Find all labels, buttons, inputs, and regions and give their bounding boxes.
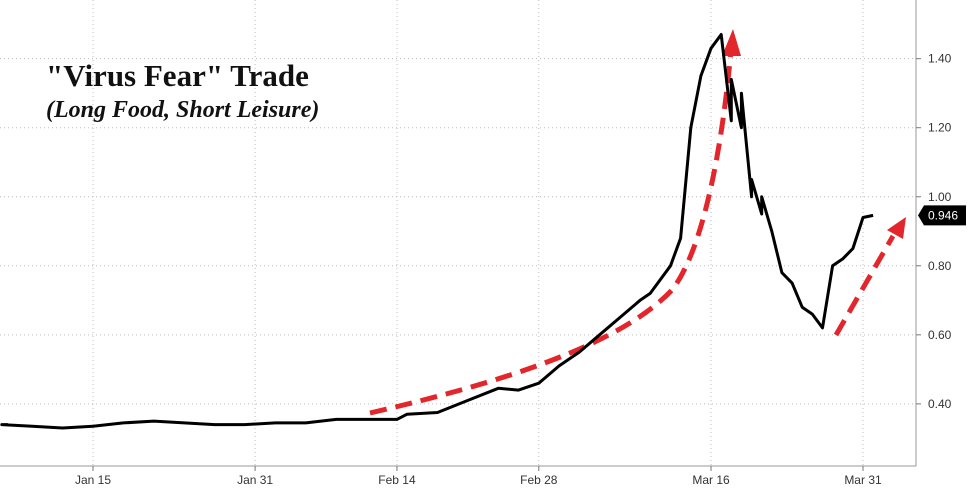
y-tick-label: 0.40 <box>928 397 952 411</box>
x-tick-marks <box>92 466 864 471</box>
y-tick-label: 0.80 <box>928 259 952 273</box>
red-arrowhead-up <box>722 29 741 56</box>
x-tick-label: Jan 31 <box>237 473 273 487</box>
x-tick-label: Mar 16 <box>692 473 730 487</box>
y-tick-marks <box>916 58 921 405</box>
x-tick-label: Feb 14 <box>378 473 416 487</box>
last-value-badge <box>918 205 966 226</box>
x-tick-labels: Jan 15 Jan 31 Feb 14 Feb 28 Mar 16 Mar 31 <box>75 473 882 487</box>
x-tick-label: Feb 28 <box>520 473 558 487</box>
last-value-marker: 0.946 <box>918 205 966 226</box>
grid-lines <box>0 0 916 466</box>
chart-subtitle: (Long Food, Short Leisure) <box>46 97 320 123</box>
chart-title: "Virus Fear" Trade <box>46 58 309 93</box>
red-dashed-arrow-curve <box>369 49 734 416</box>
y-tick-label: 0.60 <box>928 328 952 342</box>
red-dashed-arrow-right <box>833 234 896 337</box>
x-tick-label: Jan 15 <box>75 473 111 487</box>
red-arrowhead-right <box>887 217 906 239</box>
y-tick-labels: 0.40 0.60 0.80 1.00 1.20 1.40 <box>928 52 952 411</box>
y-tick-label: 1.40 <box>928 52 952 66</box>
y-tick-label: 1.00 <box>928 190 952 204</box>
x-tick-label: Mar 31 <box>844 473 882 487</box>
last-value-label: 0.946 <box>928 208 958 222</box>
series-line <box>0 33 874 430</box>
y-tick-label: 1.20 <box>928 121 952 135</box>
